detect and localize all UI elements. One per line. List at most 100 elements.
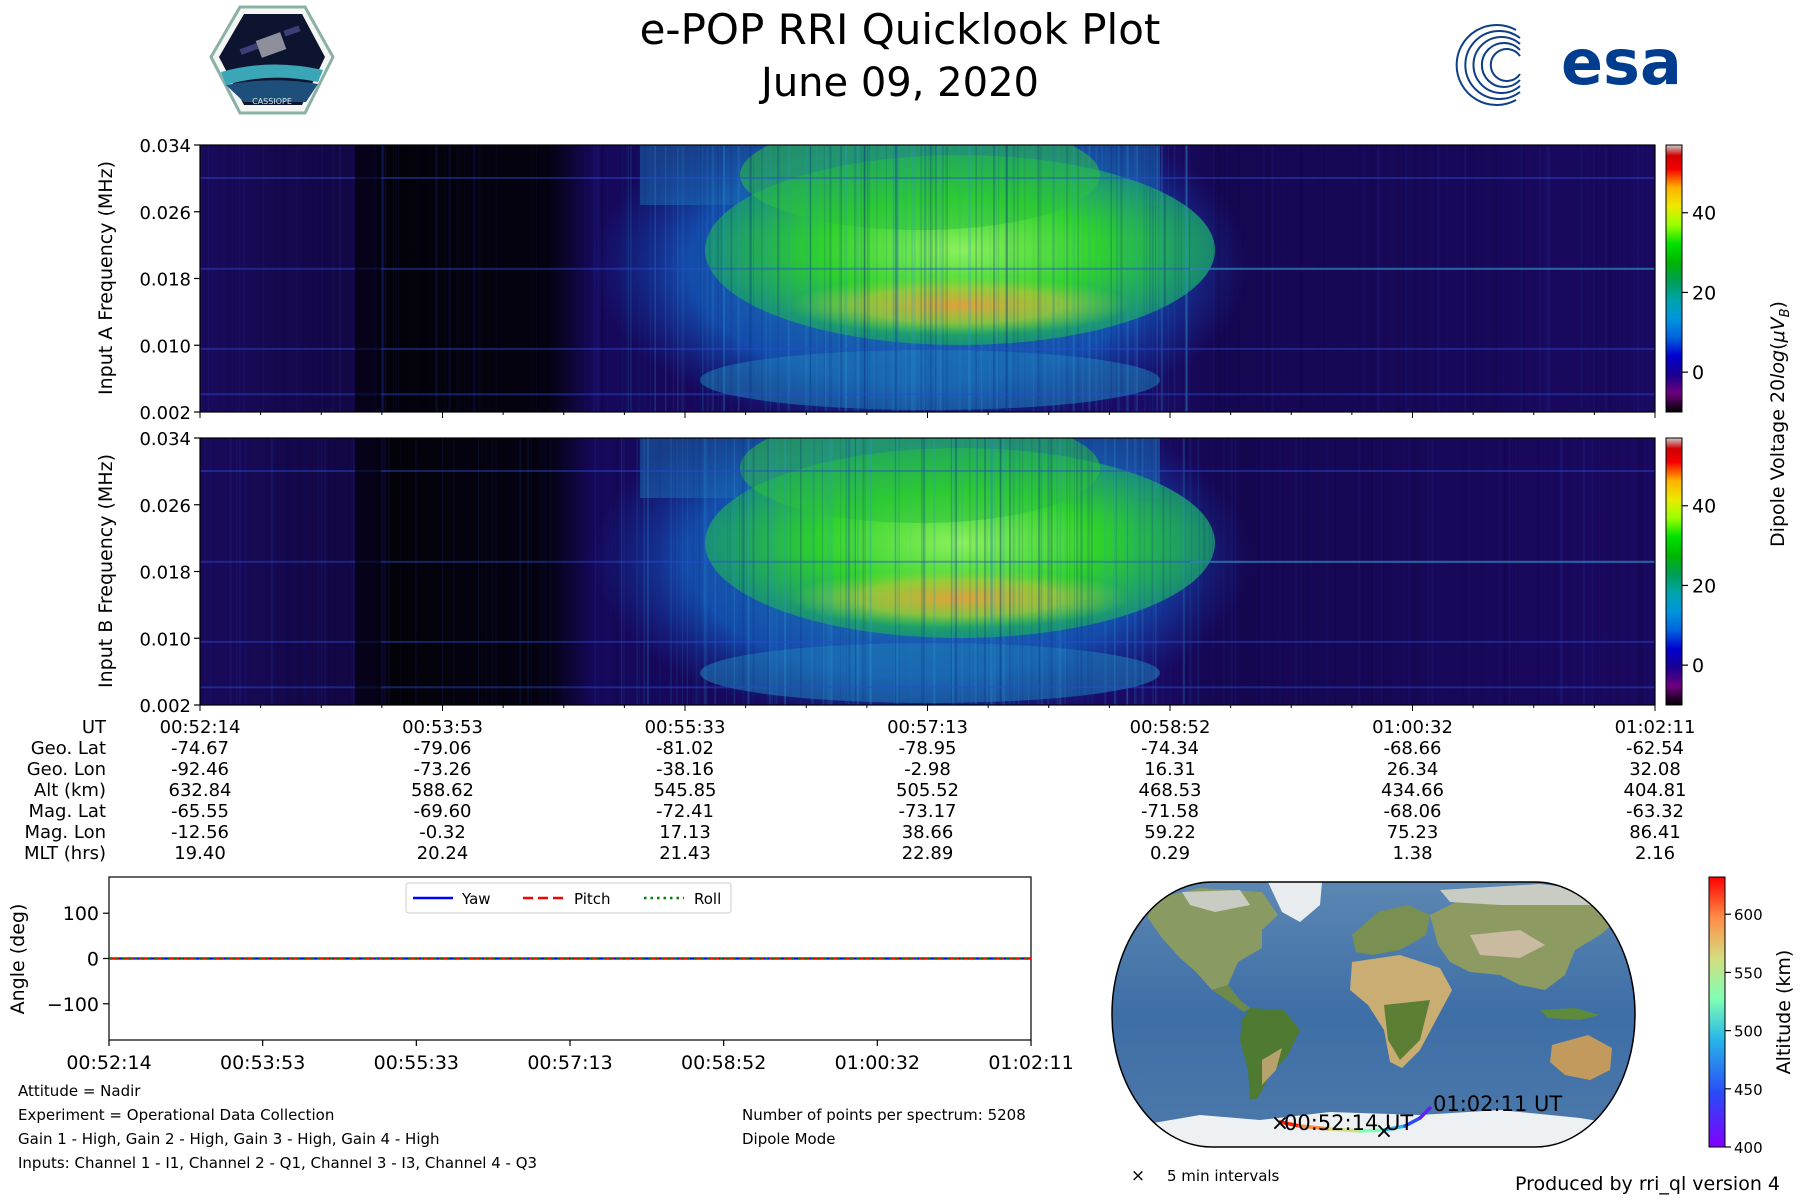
colorbar-label-close: ) bbox=[1767, 301, 1789, 308]
colorbar-label-open: ( bbox=[1767, 342, 1789, 349]
altitude-colorbar bbox=[1708, 876, 1726, 1148]
orbit-track bbox=[1278, 1106, 1432, 1133]
colorbar-tick-label: 0 bbox=[1692, 362, 1704, 384]
ephemeris-cell: 00:53:53 bbox=[402, 717, 483, 738]
colorbar-label-log: log bbox=[1767, 350, 1789, 379]
ephemeris-row-label: Alt (km) bbox=[34, 780, 106, 801]
ephemeris-cell: -74.67 bbox=[171, 738, 229, 759]
spectrogram-colorbar-b bbox=[1665, 437, 1683, 706]
colorbar-tick-label: 20 bbox=[1692, 282, 1716, 304]
attitude-xtick-label: 00:52:14 bbox=[66, 1052, 151, 1074]
spectrogram-ytick-label: 0.010 bbox=[139, 629, 191, 650]
ephemeris-cell: 00:58:52 bbox=[1130, 717, 1211, 738]
legend-pitch-label: Pitch bbox=[574, 890, 611, 908]
colorbar-tick-label: 20 bbox=[1692, 575, 1716, 597]
attitude-xtick-label: 00:53:53 bbox=[220, 1052, 305, 1074]
colorbar-label-prefix: Dipole Voltage 20 bbox=[1767, 379, 1789, 547]
ephemeris-cell: -73.26 bbox=[413, 759, 471, 780]
footer-credit: Produced by rri_ql version 4 bbox=[1515, 1173, 1780, 1195]
spectrogram-ytick-label: 0.010 bbox=[139, 336, 191, 357]
ephemeris-cell: 19.40 bbox=[174, 843, 226, 864]
spectrogram-axes: 0.002 0.010 0.018 0.026 0.034 0.002 0.010 0.018… bbox=[139, 136, 1656, 717]
colorbar-label-v: V bbox=[1767, 315, 1789, 330]
ephemeris-cell: -74.34 bbox=[1141, 738, 1199, 759]
ephemeris-cell: 75.23 bbox=[1387, 822, 1439, 843]
spectrogram-panel-a bbox=[200, 145, 1655, 412]
marker-note-symbol: × bbox=[1131, 1166, 1145, 1186]
spectrogram-ytick-label: 0.026 bbox=[139, 496, 191, 517]
orbit-track-segment bbox=[1403, 1116, 1422, 1128]
orbit-mid-marker: × bbox=[1375, 1119, 1393, 1144]
map-greenland bbox=[1268, 882, 1322, 922]
spectrogram-panel-b bbox=[200, 438, 1655, 705]
ephemeris-cell: 468.53 bbox=[1139, 780, 1202, 801]
ephemeris-cell: 00:55:33 bbox=[645, 717, 726, 738]
ephemeris-cell: 00:57:13 bbox=[887, 717, 968, 738]
attitude-ylabel: Angle (deg) bbox=[7, 904, 29, 1015]
ephemeris-cell: 38.66 bbox=[902, 822, 954, 843]
colorbar-tick-label: 40 bbox=[1692, 496, 1716, 518]
legend-yaw-label: Yaw bbox=[461, 890, 491, 908]
spectrogram-ytick-label: 0.026 bbox=[139, 203, 191, 224]
spectrogram-colorbar-a bbox=[1665, 144, 1683, 413]
ephemeris-cell: 26.34 bbox=[1387, 759, 1439, 780]
esa-logo: esa bbox=[1455, 24, 1682, 106]
ephemeris-cell: 20.24 bbox=[417, 843, 469, 864]
map-europe bbox=[1352, 905, 1430, 955]
spectrogram-ytick-label: 0.002 bbox=[139, 403, 191, 424]
ephemeris-cell: -0.32 bbox=[419, 822, 466, 843]
info-right: Number of points per spectrum: 5208 Dipol… bbox=[742, 1106, 1026, 1148]
ephemeris-cell: 01:00:32 bbox=[1372, 717, 1453, 738]
ephemeris-cell: 22.89 bbox=[902, 843, 954, 864]
ephemeris-row-label: Geo. Lon bbox=[27, 759, 106, 780]
info-left-line: Experiment = Operational Data Collection bbox=[18, 1106, 334, 1124]
map-north-america bbox=[1148, 888, 1278, 990]
orbit-track-segment bbox=[1418, 1106, 1432, 1120]
attitude-xtick-label: 01:02:11 bbox=[988, 1052, 1073, 1074]
ephemeris-cell: -68.66 bbox=[1383, 738, 1441, 759]
orbit-start-marker: × bbox=[1271, 1111, 1289, 1136]
ephemeris-row-label: MLT (hrs) bbox=[24, 843, 106, 864]
colorbar-label-sub: B bbox=[1778, 308, 1793, 317]
ephemeris-row-label: UT bbox=[82, 717, 107, 738]
colorbar-tick-label: 0 bbox=[1692, 655, 1704, 677]
colorbar-label: Dipole Voltage 20log(μVB) bbox=[1767, 301, 1793, 547]
ephemeris-cell: -12.56 bbox=[171, 822, 229, 843]
cassiope-logo-text: CASSIOPE bbox=[252, 97, 292, 106]
ephemeris-cell: -69.60 bbox=[413, 801, 471, 822]
spectrogram-b-ylabel: Input B Frequency (MHz) bbox=[95, 454, 117, 688]
ephemeris-cell: -68.06 bbox=[1383, 801, 1441, 822]
ephemeris-cell: 0.29 bbox=[1150, 843, 1190, 864]
spectrogram-ytick-label: 0.002 bbox=[139, 696, 191, 717]
ephemeris-cell: -62.54 bbox=[1626, 738, 1684, 759]
esa-swirl-icon bbox=[1455, 24, 1521, 106]
ephemeris-cell: -38.16 bbox=[656, 759, 714, 780]
ephemeris-cell: -72.41 bbox=[656, 801, 714, 822]
ephemeris-cell: 505.52 bbox=[896, 780, 959, 801]
orbit-track-segment bbox=[1358, 1128, 1386, 1133]
map-central-america bbox=[1212, 985, 1250, 1012]
attitude-xtick-label: 00:58:52 bbox=[681, 1052, 766, 1074]
legend-roll-label: Roll bbox=[694, 890, 721, 908]
ephemeris-cell: 01:02:11 bbox=[1615, 717, 1696, 738]
info-right-line: Dipole Mode bbox=[742, 1130, 835, 1148]
world-map: × × 00:52:14 UT 01:02:11 UT bbox=[1111, 881, 1636, 1148]
ephemeris-cell: -79.06 bbox=[413, 738, 471, 759]
attitude-ytick-label: −100 bbox=[47, 994, 99, 1016]
ephemeris-row-label: Mag. Lon bbox=[24, 822, 106, 843]
ephemeris-cell: 21.43 bbox=[659, 843, 711, 864]
attitude-xtick-label: 01:00:32 bbox=[835, 1052, 920, 1074]
ephemeris-cell: 1.38 bbox=[1392, 843, 1432, 864]
attitude-axes: 100 0 −100 00:52:14 00:53:53 00:55:33 00:57:13… bbox=[47, 903, 1074, 1074]
ephemeris-cell: 59.22 bbox=[1144, 822, 1196, 843]
ephemeris-cell: 17.13 bbox=[659, 822, 711, 843]
colorbar-tick-label: 40 bbox=[1692, 203, 1716, 225]
info-left-line: Inputs: Channel 1 - I1, Channel 2 - Q1, … bbox=[18, 1154, 537, 1172]
ephemeris-cell: 588.62 bbox=[411, 780, 474, 801]
altitude-colorbar-tick-label: 400 bbox=[1734, 1139, 1763, 1157]
altitude-colorbar-label: Altitude (km) bbox=[1773, 950, 1795, 1075]
marker-note-text: 5 min intervals bbox=[1167, 1167, 1280, 1185]
esa-logo-text: esa bbox=[1561, 26, 1682, 99]
ephemeris-cell: -92.46 bbox=[171, 759, 229, 780]
